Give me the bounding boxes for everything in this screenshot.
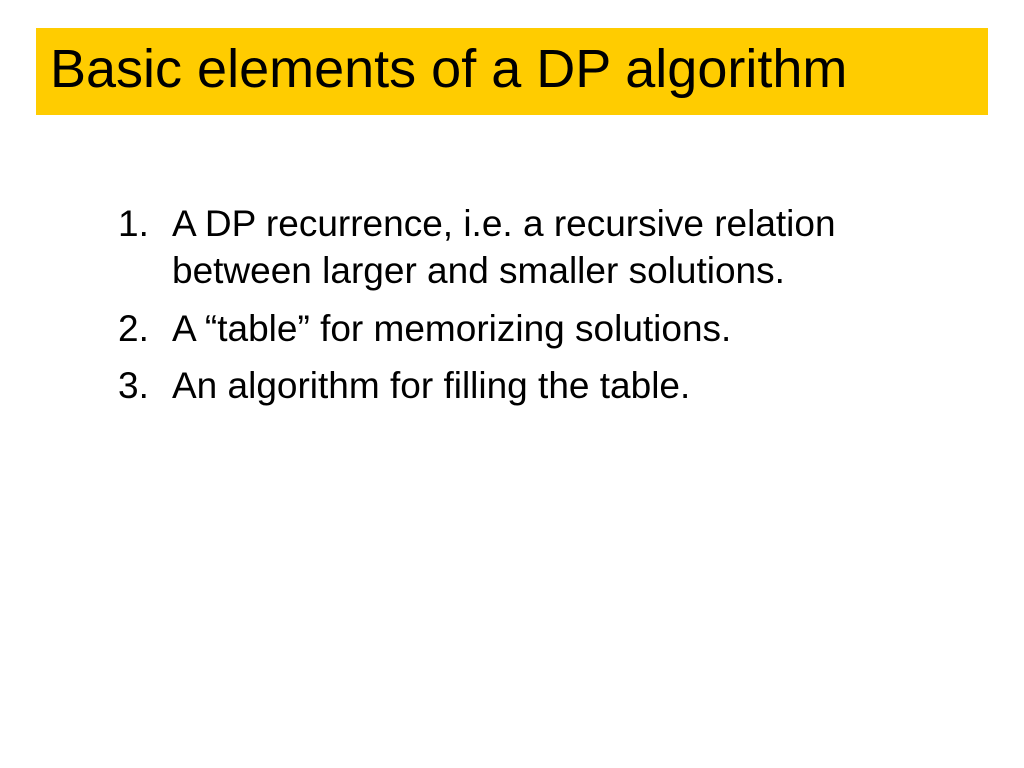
list-item: A “table” for memorizing solutions. bbox=[100, 305, 904, 352]
title-bar: Basic elements of a DP algorithm bbox=[36, 28, 988, 115]
list-item: A DP recurrence, i.e. a recursive relati… bbox=[100, 200, 904, 295]
slide: Basic elements of a DP algorithm A DP re… bbox=[0, 0, 1024, 768]
slide-title: Basic elements of a DP algorithm bbox=[50, 40, 974, 99]
list-item: An algorithm for filling the table. bbox=[100, 362, 904, 409]
slide-content: A DP recurrence, i.e. a recursive relati… bbox=[100, 200, 904, 419]
ordered-list: A DP recurrence, i.e. a recursive relati… bbox=[100, 200, 904, 409]
